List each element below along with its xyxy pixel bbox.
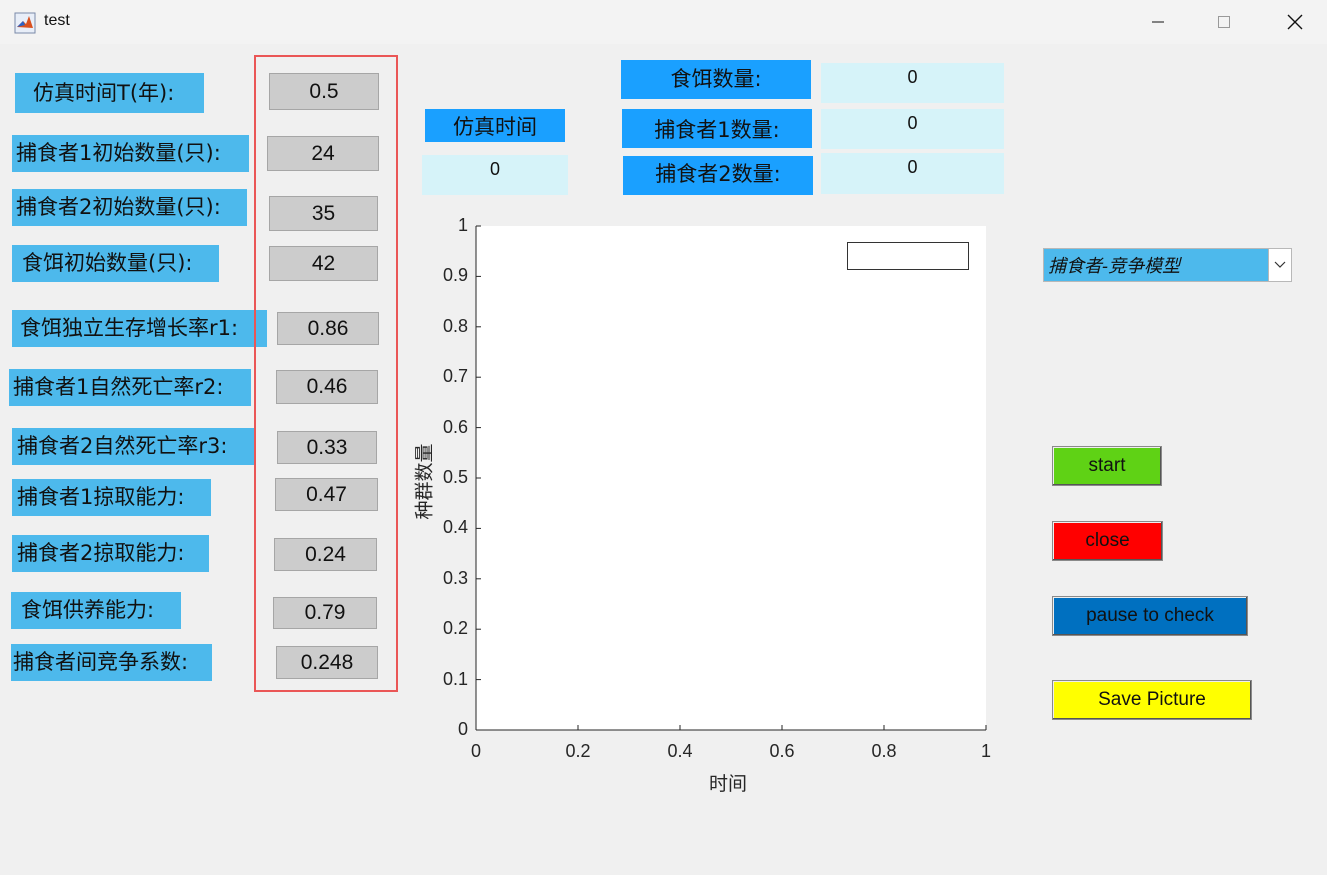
y-tick-label: 0.2 xyxy=(442,618,468,639)
param-input-competition[interactable]: 0.248 xyxy=(276,646,378,679)
param-label-predator1-capture: 捕食者1掠取能力: xyxy=(12,479,211,516)
param-label-prey-capacity: 食饵供养能力: xyxy=(11,592,181,629)
sim-time-value: 0 xyxy=(422,155,568,195)
x-axis-label: 时间 xyxy=(709,773,748,795)
minimize-icon xyxy=(1152,21,1164,23)
y-tick-label: 0.5 xyxy=(442,467,468,487)
x-tick-label: 0.6 xyxy=(769,741,795,761)
param-label-sim-time: 仿真时间T(年): xyxy=(15,73,204,113)
y-tick-label: 0.6 xyxy=(442,416,468,437)
param-label-predator2-death-r3: 捕食者2自然死亡率r3: xyxy=(12,428,255,465)
chevron-down-icon[interactable] xyxy=(1268,249,1291,281)
prey-count-label: 食饵数量: xyxy=(621,60,811,99)
param-input-predator2-death-r3[interactable]: 0.33 xyxy=(277,431,377,464)
y-tick-label: 0.1 xyxy=(442,668,468,689)
model-dropdown[interactable]: 捕食者-竞争模型 xyxy=(1043,248,1292,282)
param-label-predator1-death-r2: 捕食者1自然死亡率r2: xyxy=(9,369,251,406)
y-tick-label: 0.3 xyxy=(442,567,468,588)
window-title: test xyxy=(44,12,70,29)
param-input-predator1-capture[interactable]: 0.47 xyxy=(275,478,378,511)
close-button[interactable]: close xyxy=(1052,521,1163,561)
save-picture-button[interactable]: Save Picture xyxy=(1052,680,1252,720)
y-tick-label: 1 xyxy=(457,215,468,235)
x-tick-label: 1 xyxy=(980,741,991,761)
predator1-count-label: 捕食者1数量: xyxy=(622,109,812,148)
predator1-count-value: 0 xyxy=(821,109,1004,149)
legend xyxy=(847,242,969,270)
x-tick-label: 0.8 xyxy=(871,741,897,761)
y-axis-label: 种群数量 xyxy=(413,443,436,520)
y-tick-label: 0 xyxy=(457,719,468,739)
param-input-predator2-init[interactable]: 35 xyxy=(269,196,378,231)
matlab-logo-icon xyxy=(14,12,36,34)
x-tick-label: 0.2 xyxy=(565,741,591,761)
maximize-icon xyxy=(1218,16,1230,28)
minimize-button[interactable] xyxy=(1128,0,1188,44)
param-input-predator1-death-r2[interactable]: 0.46 xyxy=(276,370,378,404)
param-label-prey-growth-r1: 食饵独立生存增长率r1: xyxy=(12,310,267,347)
y-tick-label: 0.9 xyxy=(442,265,468,286)
y-tick-label: 0.7 xyxy=(442,366,468,387)
start-button[interactable]: start xyxy=(1052,446,1162,486)
param-input-predator2-capture[interactable]: 0.24 xyxy=(274,538,377,571)
y-tick-label: 0.8 xyxy=(442,315,468,336)
param-label-predator2-capture: 捕食者2掠取能力: xyxy=(12,535,209,572)
highlight-box xyxy=(254,55,398,692)
param-input-prey-capacity[interactable]: 0.79 xyxy=(273,597,377,629)
prey-count-value: 0 xyxy=(821,63,1004,103)
close-window-button[interactable] xyxy=(1265,0,1325,44)
param-label-predator1-init: 捕食者1初始数量(只): xyxy=(12,135,249,172)
y-tick-label: 0.4 xyxy=(442,517,468,538)
param-input-prey-init[interactable]: 42 xyxy=(269,246,378,281)
param-label-competition: 捕食者间竞争系数: xyxy=(11,644,212,681)
pause-to-check-button[interactable]: pause to check xyxy=(1052,596,1248,636)
plot-area xyxy=(476,226,986,730)
predator2-count-label: 捕食者2数量: xyxy=(623,156,813,195)
close-icon xyxy=(1287,14,1303,30)
param-label-predator2-init: 捕食者2初始数量(只): xyxy=(12,189,247,226)
title-bar: test xyxy=(0,0,1327,44)
param-input-sim-time[interactable]: 0.5 xyxy=(269,73,379,110)
predator2-count-value: 0 xyxy=(821,153,1004,194)
param-label-prey-init: 食饵初始数量(只): xyxy=(12,245,219,282)
param-input-prey-growth-r1[interactable]: 0.86 xyxy=(277,312,379,345)
model-dropdown-value: 捕食者-竞争模型 xyxy=(1048,256,1181,277)
sim-time-label: 仿真时间 xyxy=(425,109,565,142)
x-tick-label: 0.4 xyxy=(667,741,693,761)
maximize-button[interactable] xyxy=(1194,0,1254,44)
param-input-predator1-init[interactable]: 24 xyxy=(267,136,379,171)
x-tick-label: 0 xyxy=(470,741,481,761)
